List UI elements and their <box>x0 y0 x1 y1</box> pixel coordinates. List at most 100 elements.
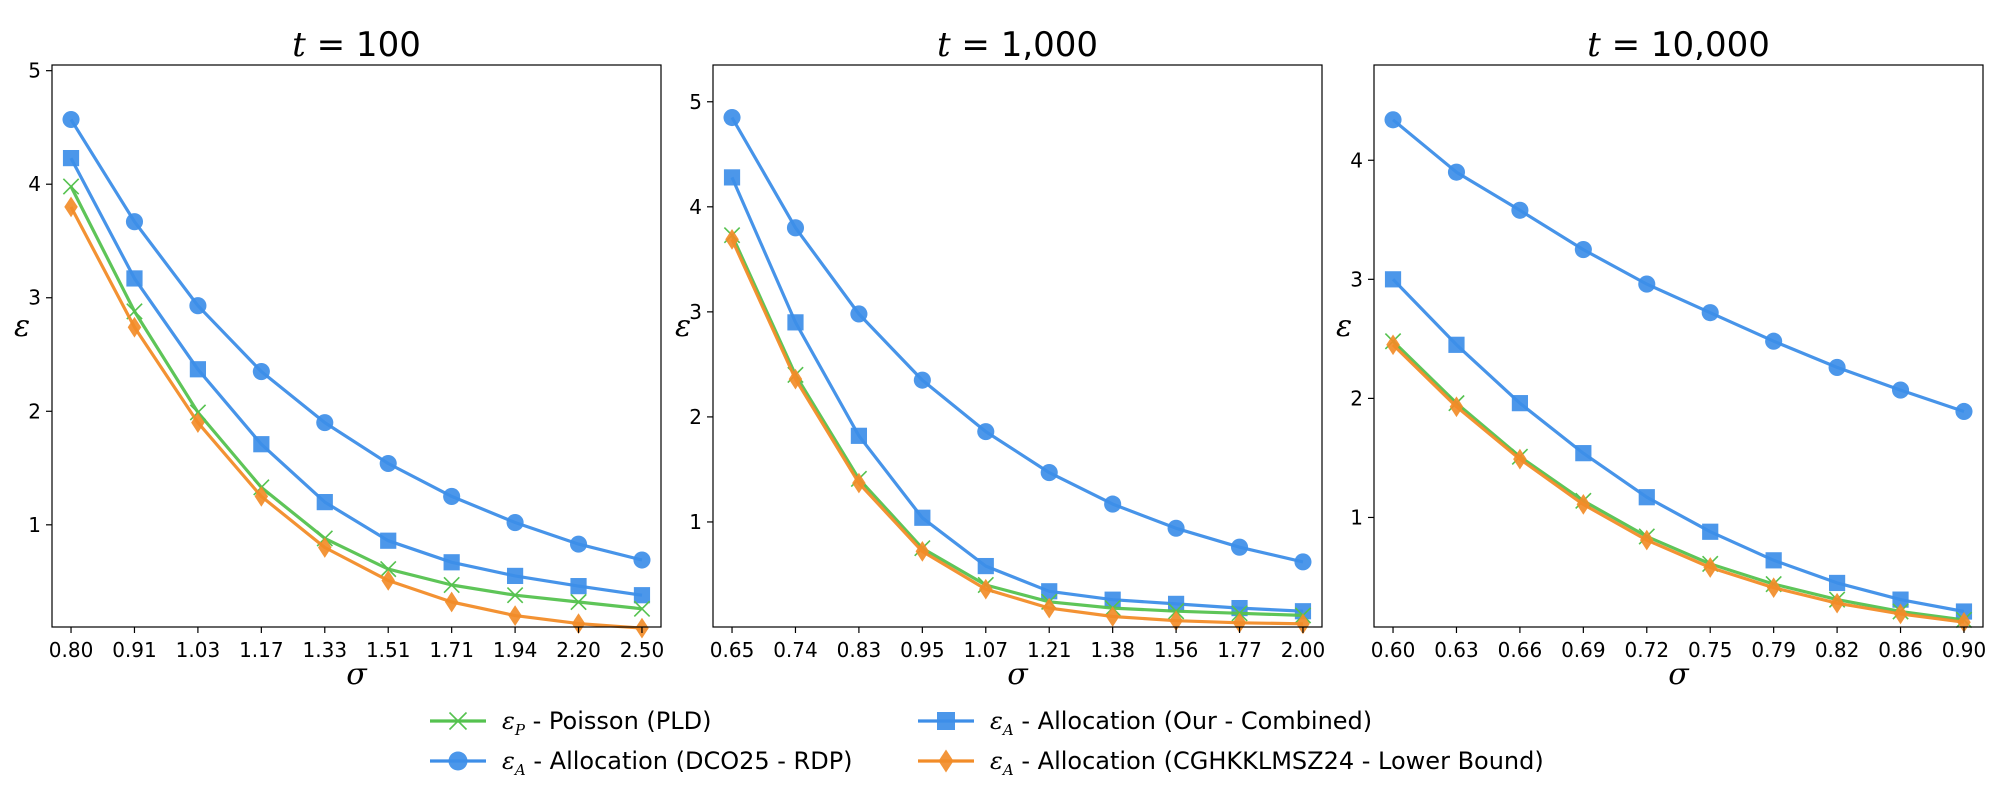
y-tick-label: 5 <box>689 90 702 114</box>
legend-symbol: ε <box>502 747 515 775</box>
x-tick-label: 1.51 <box>366 638 411 662</box>
x-axis-label: σ <box>346 657 368 692</box>
data-point-rdp <box>1891 381 1910 399</box>
data-point-lower <box>127 316 142 338</box>
data-point-combined <box>62 149 80 167</box>
data-point-combined <box>1575 445 1592 462</box>
data-point-combined <box>1448 336 1465 353</box>
x-tick-label: 0.60 <box>1371 638 1416 662</box>
data-point-lower <box>1042 597 1056 619</box>
legend-entry-poisson: εP - Poisson (PLD) <box>430 707 711 739</box>
data-point-combined <box>253 436 270 453</box>
data-point-poisson <box>633 600 651 618</box>
data-point-combined <box>1511 395 1529 412</box>
data-point-rdp <box>379 454 397 473</box>
data-point-lower <box>1893 603 1908 625</box>
data-point-combined <box>316 494 333 511</box>
data-point-combined <box>380 532 397 549</box>
series-line-lower <box>1391 343 1965 624</box>
series-poisson <box>723 226 1312 624</box>
data-point-rdp <box>189 297 207 315</box>
data-point-lower <box>508 605 522 626</box>
data-point-lower <box>852 472 866 494</box>
data-point-rdp <box>1230 538 1249 556</box>
data-point-lower <box>1640 529 1654 551</box>
x-tick-label: 2.20 <box>556 638 601 662</box>
series-rdp <box>1384 111 1973 421</box>
x-tick-label: 0.79 <box>1751 638 1796 662</box>
data-point-combined <box>1104 591 1121 608</box>
chart-panel-1: t = 100 0.80 0.91 1.03 1.17 1.33 1.51 1.71 1.94 2… <box>14 25 664 692</box>
series-line-lower <box>69 206 643 630</box>
data-point-rdp <box>252 362 270 381</box>
legend-subscript: P <box>514 721 526 739</box>
x-tick-label: 0.91 <box>112 638 157 662</box>
legend-label: εP - Poisson (PLD) <box>502 707 711 739</box>
y-tick-label: 4 <box>1350 148 1363 172</box>
legend-label: εA - Allocation (Our - Combined) <box>990 707 1372 739</box>
data-point-lower <box>788 368 803 390</box>
series-lower <box>64 196 649 639</box>
data-point-rdp <box>569 535 588 553</box>
data-point-rdp <box>1384 111 1402 129</box>
series-combined <box>62 149 651 604</box>
data-point-lower <box>725 229 739 250</box>
data-point-combined <box>189 361 207 378</box>
data-point-rdp <box>1040 464 1058 482</box>
x-tick-label: 1.33 <box>303 638 348 662</box>
data-point-lower <box>1169 610 1183 632</box>
data-point-rdp <box>1574 241 1592 259</box>
x-tick-label: 0.95 <box>900 638 945 662</box>
y-tick-label: 4 <box>689 195 702 219</box>
data-point-lower <box>191 412 205 433</box>
y-tick-label: 1 <box>1350 505 1363 529</box>
series-rdp <box>62 110 651 569</box>
x-tick-label: 0.90 <box>1942 638 1987 662</box>
data-point-combined <box>1702 523 1719 540</box>
legend-entry-combined: εA - Allocation (Our - Combined) <box>918 707 1372 739</box>
data-point-combined <box>1892 591 1909 608</box>
y-axis-label: ε <box>1336 309 1352 344</box>
data-point-rdp <box>1701 304 1719 322</box>
y-axis-label: ε <box>675 309 691 344</box>
plot-area-frame <box>1373 64 1984 628</box>
y-axis-label: ε <box>14 309 30 344</box>
legend: εP - Poisson (PLD)εA - Allocation (DCO25… <box>430 707 1544 779</box>
x-tick-label: 1.17 <box>239 638 284 662</box>
x-tick-label: 1.71 <box>429 638 474 662</box>
data-point-lower <box>571 613 586 634</box>
data-point-combined <box>443 554 460 571</box>
title-value: = 10,000 <box>1601 25 1770 65</box>
data-point-combined <box>850 427 868 444</box>
series-lower <box>725 229 1310 635</box>
data-point-rdp <box>1955 402 1973 421</box>
series-lower <box>1386 334 1971 633</box>
data-point-lower <box>1830 592 1844 614</box>
series-line-rdp <box>730 116 1304 564</box>
x-tick-label: 0.72 <box>1625 638 1670 662</box>
series-line-combined <box>69 157 643 597</box>
x-tick-label: 0.82 <box>1815 638 1860 662</box>
x-tick-label: 2.50 <box>620 638 665 662</box>
series-line-lower <box>730 238 1304 626</box>
legend-text-label: - Allocation (Our - Combined) <box>1014 707 1372 735</box>
x-axis-label: σ <box>1668 657 1690 692</box>
data-point-combined <box>1041 583 1058 600</box>
x-tick-label: 0.75 <box>1688 638 1733 662</box>
data-point-lower <box>1296 613 1310 635</box>
title-variable: t <box>292 25 306 65</box>
x-tick-label: 0.74 <box>773 638 818 662</box>
x-tick-label: 1.77 <box>1217 638 1262 662</box>
data-point-rdp <box>633 551 651 569</box>
title-variable: t <box>937 25 951 65</box>
x-tick-label: 0.86 <box>1878 638 1923 662</box>
data-point-lower <box>1105 606 1120 627</box>
data-point-lower <box>444 591 459 613</box>
data-point-combined <box>787 314 804 331</box>
chart-title: t = 100 <box>292 25 421 65</box>
chart-panel-3: t = 10,000 0.60 0.63 0.66 0.69 0.72 0.75 0.79 0.… <box>1336 25 1986 692</box>
legend-subscript: A <box>1001 721 1014 739</box>
x-tick-label: 1.38 <box>1090 638 1135 662</box>
data-point-rdp <box>62 110 80 129</box>
data-point-rdp <box>1828 358 1846 376</box>
